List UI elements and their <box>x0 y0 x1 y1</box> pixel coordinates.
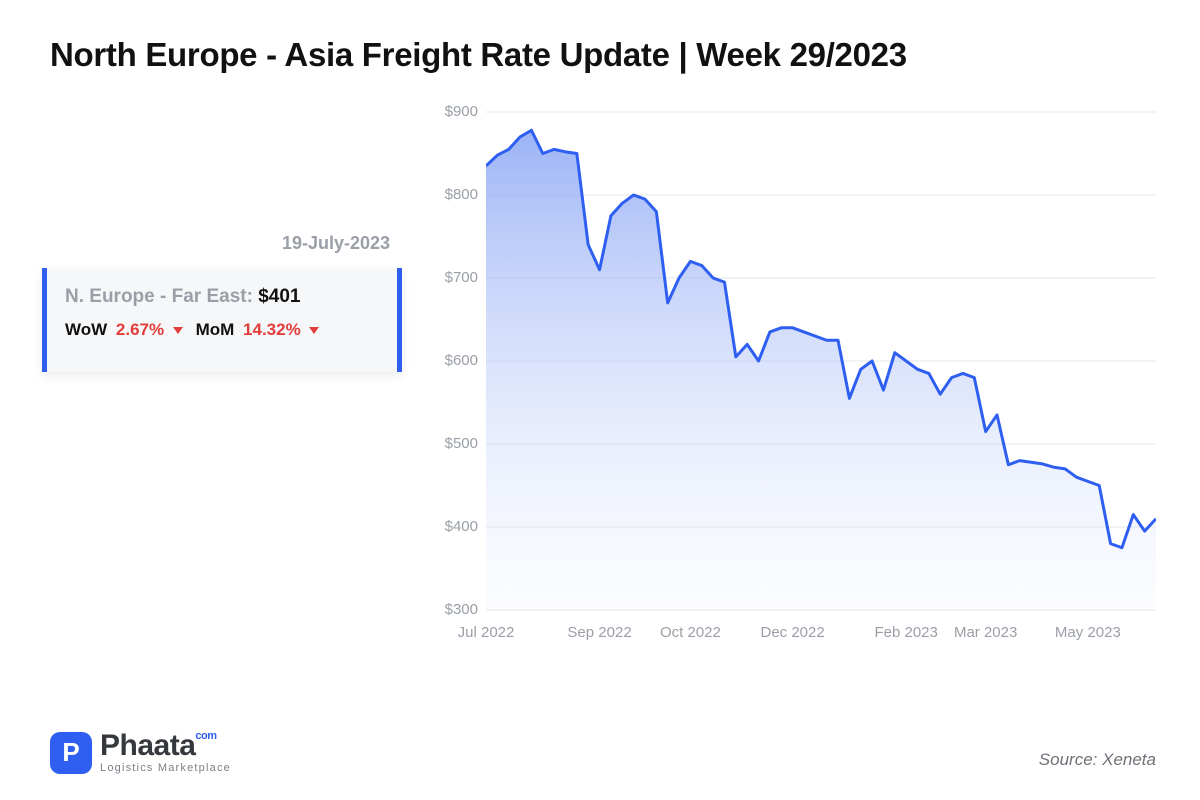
y-axis-tick: $300 <box>430 601 478 618</box>
mom-label: MoM <box>196 320 235 339</box>
rate-card: N. Europe - Far East: $401 WoW 2.67% MoM… <box>42 268 402 372</box>
y-axis-tick: $600 <box>430 352 478 369</box>
page-title: North Europe - Asia Freight Rate Update … <box>50 36 907 74</box>
x-axis-tick: Sep 2022 <box>567 624 631 641</box>
x-axis-tick: Mar 2023 <box>954 624 1017 641</box>
wow-label: WoW <box>65 320 107 339</box>
logo-text: Phaatacom Logistics Marketplace <box>100 731 231 774</box>
x-axis-tick: May 2023 <box>1055 624 1121 641</box>
logo-brand: Phaatacom <box>100 731 231 761</box>
y-axis-tick: $800 <box>430 186 478 203</box>
route-label: N. Europe - Far East: <box>65 286 253 307</box>
wow-value: 2.67% <box>116 320 164 339</box>
chart-svg <box>486 100 1156 660</box>
x-axis-tick: Feb 2023 <box>874 624 937 641</box>
brand-logo: P Phaatacom Logistics Marketplace <box>50 731 231 774</box>
x-axis-tick: Dec 2022 <box>761 624 825 641</box>
route-price: $401 <box>258 286 300 307</box>
route-line: N. Europe - Far East: $401 <box>65 286 379 308</box>
logo-badge-icon: P <box>50 732 92 774</box>
down-arrow-icon <box>309 327 319 334</box>
y-axis-tick: $500 <box>430 435 478 452</box>
mom-value: 14.32% <box>243 320 301 339</box>
y-axis-tick: $400 <box>430 518 478 535</box>
y-axis-tick: $700 <box>430 269 478 286</box>
logo-tagline: Logistics Marketplace <box>100 763 231 774</box>
x-axis-tick: Oct 2022 <box>660 624 721 641</box>
source-label: Source: Xeneta <box>1039 750 1156 770</box>
stats-line: WoW 2.67% MoM 14.32% <box>65 320 379 340</box>
x-axis-tick: Jul 2022 <box>458 624 515 641</box>
freight-chart: $300 $400 $500 $600 $700 $800 $900 Jul 2022 Sep… <box>430 100 1160 660</box>
down-arrow-icon <box>173 327 183 334</box>
y-axis-tick: $900 <box>430 103 478 120</box>
date-label: 19-July-2023 <box>282 233 390 254</box>
